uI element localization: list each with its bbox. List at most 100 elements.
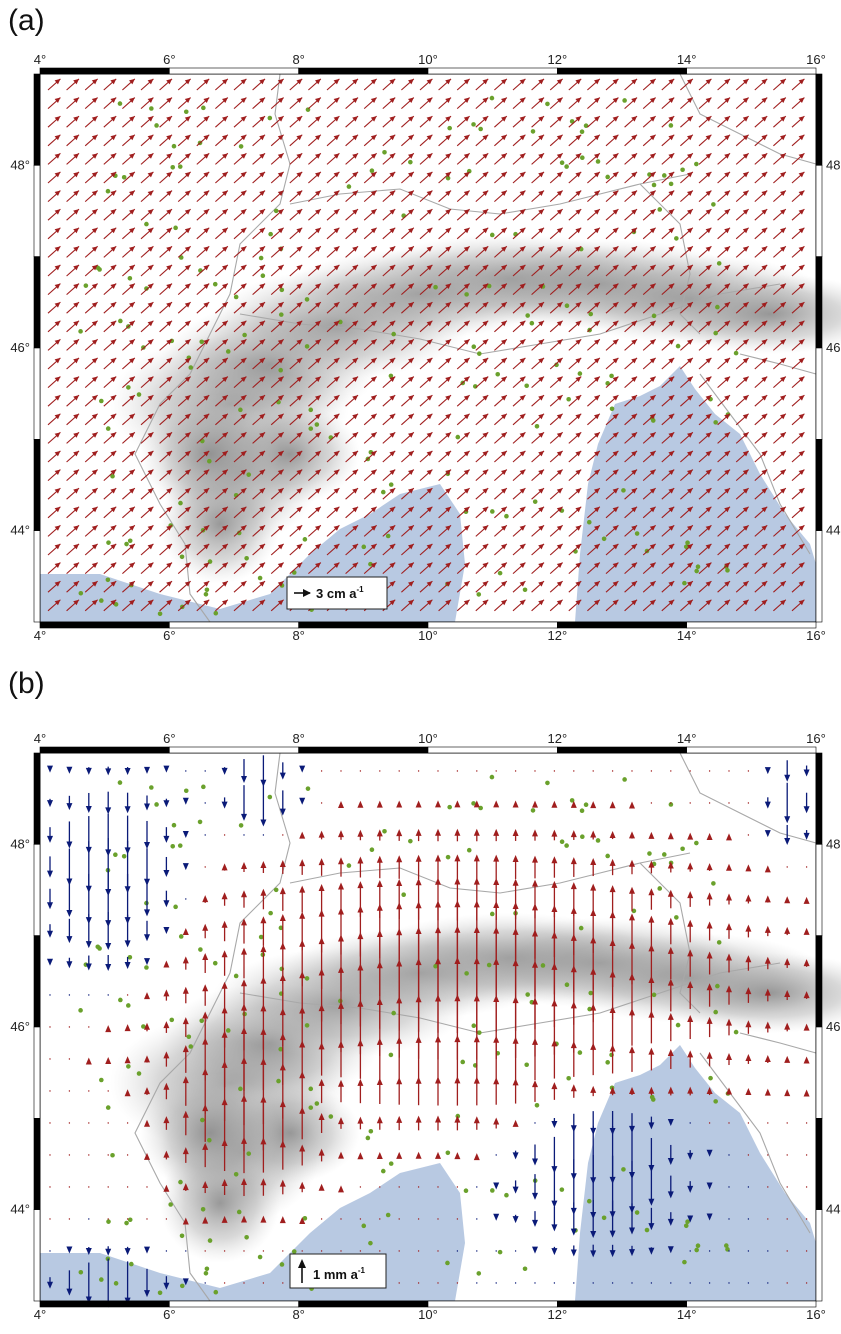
gnss-station	[601, 1215, 607, 1221]
velocity-arrow	[252, 450, 266, 463]
velocity-arrow	[494, 580, 508, 593]
velocity-arrow	[805, 1250, 808, 1252]
velocity-arrow	[326, 301, 340, 314]
velocity-arrow	[764, 988, 771, 1002]
velocity-arrow	[587, 338, 601, 351]
velocity-arrow	[196, 227, 210, 240]
velocity-arrow	[609, 801, 616, 809]
velocity-arrow	[650, 770, 653, 772]
velocity-arrow	[437, 1250, 439, 1252]
velocity-arrow	[435, 1035, 441, 1083]
velocity-arrow	[66, 134, 80, 147]
velocity-arrow	[680, 134, 694, 147]
velocity-arrow	[144, 992, 150, 1000]
gnss-station	[127, 275, 133, 281]
velocity-arrow	[84, 338, 98, 351]
velocity-arrow	[122, 227, 136, 240]
velocity-arrow	[551, 800, 558, 808]
gnss-station	[236, 530, 242, 536]
velocity-arrow	[204, 1282, 206, 1284]
gnss-station	[242, 332, 247, 338]
velocity-arrow	[764, 895, 771, 903]
velocity-arrow	[698, 115, 712, 128]
relief-patch	[140, 394, 280, 514]
velocity-arrow	[767, 1250, 769, 1252]
velocity-arrow	[49, 1154, 51, 1156]
velocity-arrow	[570, 800, 577, 808]
gnss-station	[711, 881, 716, 886]
velocity-arrow	[803, 991, 810, 999]
gnss-station	[99, 398, 104, 404]
velocity-arrow	[215, 190, 229, 203]
velocity-arrow	[754, 431, 768, 444]
velocity-arrow	[605, 469, 619, 482]
velocity-arrow	[629, 1086, 635, 1096]
velocity-arrow	[159, 97, 173, 110]
gnss-station	[489, 232, 495, 238]
country-border	[639, 183, 701, 335]
frame-scale-bar	[815, 530, 823, 623]
velocity-arrow	[629, 1046, 635, 1072]
velocity-arrow	[233, 97, 247, 110]
velocity-arrow	[698, 580, 712, 593]
velocity-arrow	[661, 506, 675, 519]
velocity-arrow	[326, 376, 340, 389]
velocity-arrow	[122, 469, 136, 482]
velocity-arrow	[196, 431, 210, 444]
velocity-arrow	[415, 1151, 422, 1159]
velocity-arrow	[357, 829, 364, 841]
velocity-arrow	[717, 152, 731, 165]
velocity-arrow	[84, 524, 98, 537]
velocity-arrow	[648, 831, 655, 839]
velocity-arrow	[605, 227, 619, 240]
velocity-arrow	[568, 357, 582, 370]
velocity-arrow	[140, 338, 154, 351]
velocity-arrow	[531, 599, 545, 612]
velocity-arrow	[103, 208, 117, 221]
velocity-arrow	[648, 1047, 655, 1071]
velocity-arrow	[122, 431, 136, 444]
velocity-arrow	[624, 115, 638, 128]
velocity-arrow	[754, 562, 768, 575]
velocity-arrow	[667, 978, 674, 1012]
velocity-arrow	[270, 562, 284, 575]
velocity-arrow	[764, 767, 771, 775]
velocity-arrow	[512, 97, 526, 110]
velocity-arrow	[667, 1212, 674, 1226]
velocity-arrow	[279, 1179, 286, 1195]
velocity-arrow	[270, 506, 284, 519]
velocity-arrow	[680, 338, 694, 351]
velocity-arrow	[401, 469, 415, 482]
velocity-arrow	[233, 134, 247, 147]
velocity-arrow	[717, 301, 731, 314]
velocity-arrow	[698, 338, 712, 351]
velocity-arrow	[140, 543, 154, 556]
velocity-arrow	[791, 301, 805, 314]
velocity-arrow	[773, 264, 787, 277]
velocity-arrow	[401, 376, 415, 389]
velocity-arrow	[107, 1218, 109, 1220]
gnss-station	[233, 973, 239, 979]
velocity-arrow	[233, 78, 247, 91]
velocity-arrow	[624, 431, 638, 444]
gnss-station	[489, 774, 495, 780]
velocity-arrow	[698, 78, 712, 91]
gnss-station	[260, 273, 266, 278]
gnss-station	[346, 184, 352, 189]
velocity-arrow	[624, 469, 638, 482]
velocity-arrow	[568, 450, 582, 463]
velocity-arrow	[308, 562, 322, 575]
velocity-arrow	[680, 469, 694, 482]
velocity-arrow	[84, 115, 98, 128]
velocity-arrow	[196, 320, 210, 333]
velocity-arrow	[382, 245, 396, 258]
velocity-arrow	[233, 301, 247, 314]
velocity-arrow	[803, 1056, 810, 1064]
gnss-station	[388, 1161, 394, 1166]
velocity-arrow	[363, 264, 377, 277]
velocity-arrow	[326, 413, 340, 426]
velocity-arrow	[568, 524, 582, 537]
velocity-arrow	[196, 469, 210, 482]
velocity-arrow	[105, 955, 112, 971]
velocity-arrow	[735, 208, 749, 221]
